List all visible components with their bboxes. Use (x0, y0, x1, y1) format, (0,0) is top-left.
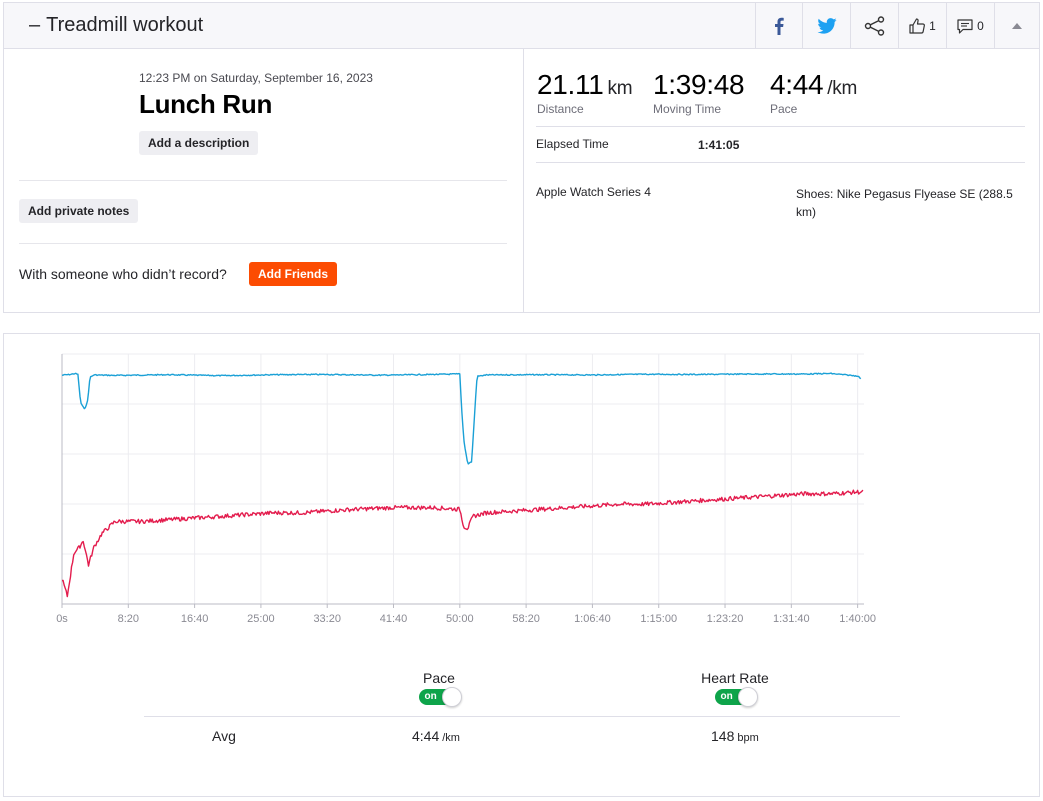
activity-datetime: 12:23 PM on Saturday, September 16, 2023 (139, 71, 373, 85)
x-axis-tick-label: 0s (56, 613, 68, 625)
collapse-button[interactable] (994, 3, 1039, 49)
heart-rate-toggle[interactable]: on (714, 687, 758, 707)
stat-distance: 21.11 km Distance (537, 69, 633, 116)
add-friends-button[interactable]: Add Friends (249, 262, 338, 286)
collapse-dash-icon: – (29, 14, 41, 36)
shoes-line: km) (796, 205, 816, 219)
section-divider (19, 243, 507, 244)
toggle-knob (441, 687, 462, 707)
facebook-icon (775, 17, 784, 35)
stats-divider (536, 162, 1025, 163)
twitter-icon (816, 18, 837, 34)
elapsed-time-label: Elapsed Time (536, 137, 609, 151)
heart-rate-toggle-state: on (720, 691, 733, 702)
section-divider (19, 180, 507, 181)
x-axis-tick-label: 1:31:40 (773, 613, 810, 625)
analysis-chart-card: 0s 8:20 16:40 25:00 33:20 41:40 50:00 58:20 1:06… (3, 333, 1040, 797)
stats-divider (536, 126, 1025, 127)
x-axis-tick-label: 1:40:00 (839, 613, 876, 625)
shoes-info[interactable]: Shoes: Nike Pegasus Flyease SE (288.5 km… (796, 185, 1013, 221)
pace-toggle[interactable]: on (418, 687, 462, 707)
x-axis-tick-label: 1:23:20 (707, 613, 744, 625)
stat-pace: 4:44/km Pace (770, 69, 857, 116)
comments-button[interactable]: 0 (946, 3, 994, 49)
average-hr-unit: bpm (737, 732, 759, 744)
moving-time-label: Moving Time (653, 102, 722, 116)
x-axis-tick-label: 1:15:00 (640, 613, 677, 625)
share-facebook-button[interactable] (755, 3, 802, 49)
pace-heart-rate-chart[interactable]: 0s 8:20 16:40 25:00 33:20 41:40 50:00 58:20 1:06… (4, 334, 1039, 634)
x-axis-tick-label: 8:20 (118, 613, 139, 625)
average-heart-rate: 148 bpm (711, 728, 759, 744)
activity-summary-card: – Treadmill workout 1 (3, 2, 1040, 313)
averages-divider (144, 716, 900, 717)
x-axis-tick-label: 16:40 (181, 613, 209, 625)
x-axis-tick-label: 25:00 (247, 613, 275, 625)
average-pace-value: 4:44 (412, 728, 440, 744)
pace-label: Pace (770, 102, 798, 116)
activity-header: – Treadmill workout 1 (4, 3, 1039, 49)
share-twitter-button[interactable] (802, 3, 850, 49)
distance-label: Distance (537, 102, 584, 116)
activity-type-title[interactable]: – Treadmill workout (29, 14, 203, 37)
kudos-count: 1 (929, 19, 936, 33)
activity-name: Lunch Run (139, 89, 273, 119)
stat-moving-time: 1:39:48 Moving Time (653, 69, 745, 116)
elapsed-time-value: 1:41:05 (698, 138, 740, 152)
distance-value: 21.11 (537, 69, 604, 100)
pace-toggle-group: Pace on (389, 670, 489, 710)
heart-rate-toggle-label: Heart Rate (701, 670, 769, 686)
x-axis-tick-label: 50:00 (446, 613, 474, 625)
device-name: Apple Watch Series 4 (536, 185, 651, 199)
toggle-knob (737, 687, 758, 707)
activity-details-pane: 12:23 PM on Saturday, September 16, 2023… (4, 49, 523, 313)
comment-count: 0 (977, 19, 984, 33)
averages-label: Avg (212, 728, 236, 744)
share-button[interactable] (850, 3, 898, 49)
share-icon (864, 16, 884, 36)
pace-toggle-state: on (424, 691, 437, 702)
heart-rate-toggle-group: Heart Rate on (685, 670, 785, 710)
x-axis-tick-label: 1:06:40 (574, 613, 611, 625)
moving-time-value: 1:39:48 (653, 69, 745, 100)
activity-type-label: Treadmill workout (46, 14, 204, 36)
pace-series-line (62, 372, 862, 465)
add-description-button[interactable]: Add a description (139, 131, 259, 155)
pace-unit: /km (827, 78, 858, 99)
x-axis-tick-label: 33:20 (313, 613, 341, 625)
kudos-button[interactable]: 1 (898, 3, 946, 49)
pace-value: 4:44 (770, 69, 824, 100)
average-pace-unit: /km (442, 732, 460, 744)
average-hr-value: 148 (711, 728, 735, 744)
average-pace: 4:44/km (412, 728, 460, 744)
heart-rate-series-line (62, 489, 864, 598)
x-axis-tick-label: 41:40 (380, 613, 408, 625)
distance-unit: km (607, 78, 633, 99)
activity-stats-pane: 21.11 km Distance 1:39:48 Moving Time 4:4… (523, 49, 1040, 313)
pace-toggle-label: Pace (423, 670, 455, 686)
add-private-notes-button[interactable]: Add private notes (19, 199, 139, 223)
caret-up-icon (1012, 23, 1022, 29)
x-axis-tick-label: 58:20 (512, 613, 540, 625)
shoes-line: Shoes: Nike Pegasus Flyease SE (288.5 (796, 187, 1013, 201)
with-someone-prompt: With someone who didn’t record? (19, 266, 227, 282)
comment-icon (957, 18, 973, 34)
thumbs-up-icon (909, 18, 926, 34)
